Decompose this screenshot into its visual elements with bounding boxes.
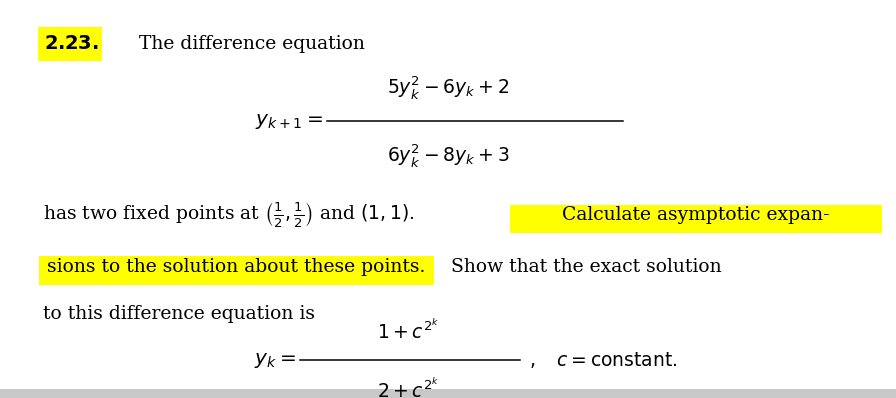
Text: $6y_k^2 - 8y_k + 3$: $6y_k^2 - 8y_k + 3$ <box>387 142 509 169</box>
Text: $,\quad c = \mathrm{constant.}$: $,\quad c = \mathrm{constant.}$ <box>529 350 677 370</box>
FancyBboxPatch shape <box>39 256 434 285</box>
Text: $2 + c^{2^k}$: $2 + c^{2^k}$ <box>376 378 439 398</box>
Text: sions to the solution about these points.: sions to the solution about these points… <box>47 258 426 276</box>
FancyBboxPatch shape <box>0 389 896 398</box>
Text: $y_{k+1} =$: $y_{k+1} =$ <box>254 112 323 131</box>
Text: Show that the exact solution: Show that the exact solution <box>451 258 721 276</box>
Text: The difference equation: The difference equation <box>139 35 365 53</box>
Text: $5y_k^2 - 6y_k + 2$: $5y_k^2 - 6y_k + 2$ <box>387 74 509 101</box>
FancyBboxPatch shape <box>38 27 102 61</box>
Text: to this difference equation is: to this difference equation is <box>43 305 315 324</box>
Text: Calculate asymptotic expan-: Calculate asymptotic expan- <box>562 206 830 224</box>
FancyBboxPatch shape <box>510 205 882 233</box>
Text: has two fixed points at $\left(\frac{1}{2}, \frac{1}{2}\right)$ and $(1, 1)$.: has two fixed points at $\left(\frac{1}{… <box>43 200 415 230</box>
Text: $1 + c^{2^k}$: $1 + c^{2^k}$ <box>376 318 439 343</box>
Text: $y_k =$: $y_k =$ <box>254 351 296 370</box>
Text: $\mathbf{2.23.}$: $\mathbf{2.23.}$ <box>45 34 99 53</box>
